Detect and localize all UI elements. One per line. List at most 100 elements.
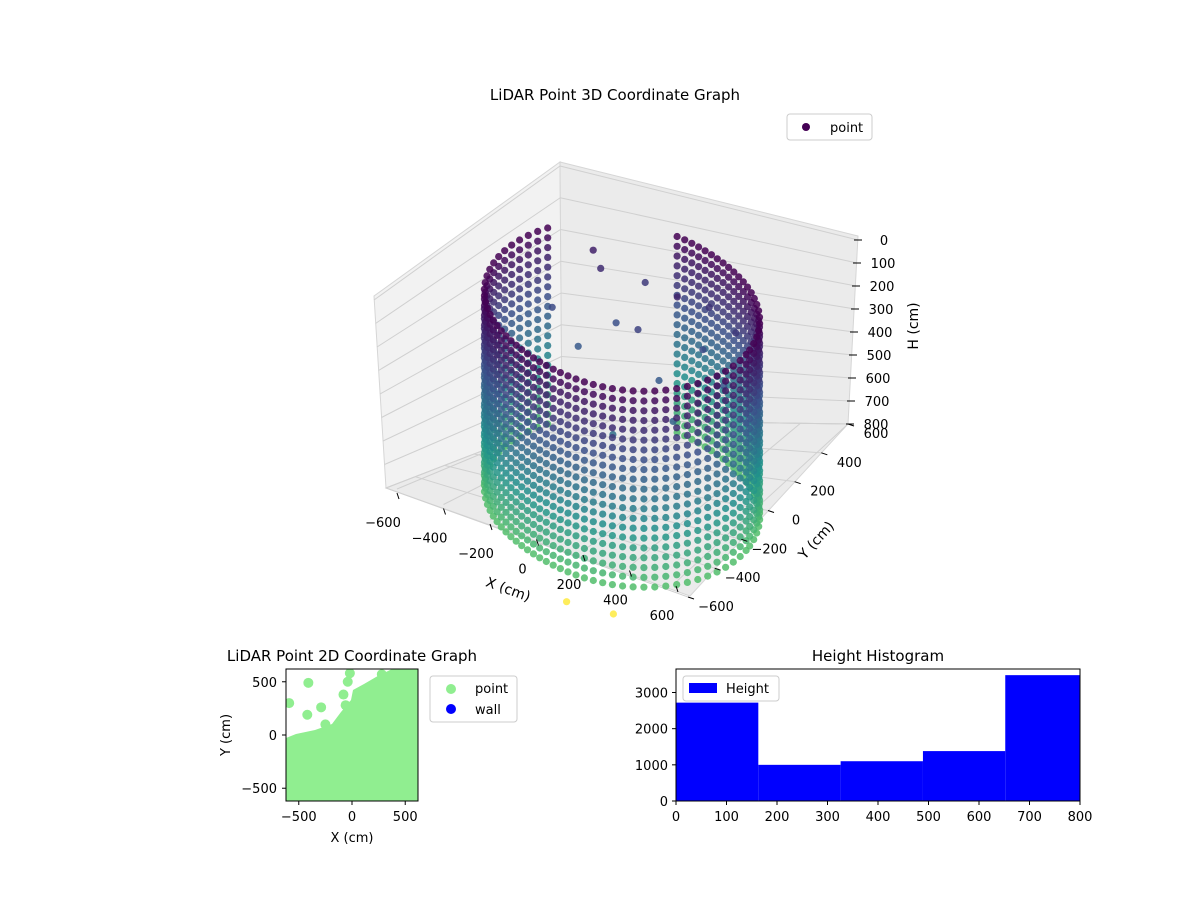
point-2d xyxy=(316,702,327,713)
lidar-point xyxy=(518,395,526,403)
lidar-point xyxy=(501,256,509,265)
lidar-point xyxy=(580,397,589,406)
lidar-point xyxy=(651,524,659,532)
lidar-point xyxy=(695,370,703,378)
lidar-point xyxy=(713,490,721,498)
y-tick-label: 0 xyxy=(792,514,800,529)
lidar-point xyxy=(725,352,733,360)
lidar-point xyxy=(580,515,589,523)
lidar-point xyxy=(736,396,744,404)
lidar-point xyxy=(688,308,696,316)
lidar-point xyxy=(673,414,681,422)
lidar-point xyxy=(736,523,744,531)
lidar-point xyxy=(518,493,526,501)
lidar-point xyxy=(608,571,617,579)
lidar-point xyxy=(722,495,730,503)
lidar-point xyxy=(529,442,538,450)
z-gridline xyxy=(560,197,858,264)
x-tick-mark xyxy=(582,554,586,562)
lidar-point xyxy=(681,285,689,293)
lidar-point xyxy=(725,303,733,311)
lidar-point xyxy=(753,300,761,309)
lidar-point xyxy=(599,392,607,401)
chart-3d: LiDAR Point 3D Coordinate Graph −600 −400… xyxy=(365,86,922,624)
z-gridline xyxy=(560,292,855,333)
lidar-point xyxy=(651,436,659,444)
lidar-point xyxy=(542,381,550,389)
lidar-point xyxy=(512,439,520,447)
lidar-point xyxy=(704,513,712,521)
lidar-point xyxy=(640,446,648,454)
lidar-point xyxy=(730,337,738,345)
lidar-point xyxy=(529,422,538,431)
lidar-point xyxy=(713,353,721,361)
lidar-point xyxy=(704,454,712,463)
lidar-point xyxy=(556,369,565,377)
lidar-point xyxy=(713,314,721,322)
lidar-point xyxy=(508,251,516,259)
lidar-point xyxy=(673,581,681,589)
lidar-point xyxy=(536,446,544,454)
lidar-point xyxy=(518,453,526,461)
lidar-point xyxy=(599,441,607,450)
lidar-point xyxy=(651,583,659,591)
lidar-point xyxy=(742,458,750,466)
lidar-point xyxy=(572,385,580,393)
lidar-point xyxy=(524,231,532,239)
lidar-point xyxy=(536,436,544,444)
lidar-point xyxy=(608,443,617,451)
lidar-point xyxy=(502,479,510,487)
lidar-point xyxy=(655,376,663,385)
lidar-point xyxy=(542,518,550,526)
lidar-point xyxy=(704,494,712,502)
lidar-point xyxy=(549,414,557,422)
lidar-point xyxy=(681,353,689,361)
lidar-point xyxy=(564,489,572,498)
lidar-point xyxy=(564,460,572,468)
lidar-point xyxy=(589,449,597,457)
lidar-point xyxy=(512,518,520,526)
lidar-point xyxy=(742,517,750,525)
lidar-point xyxy=(608,414,617,422)
chart-histogram: Height Histogram 0 100 200 300 400 500 600 700 8… xyxy=(635,647,1093,825)
lidar-point xyxy=(516,285,524,293)
lidar-point xyxy=(730,317,738,325)
z-gridline xyxy=(376,229,561,348)
lidar-point xyxy=(701,286,709,294)
lidar-point xyxy=(722,534,730,542)
lidar-point xyxy=(725,342,733,350)
lidar-point xyxy=(683,490,692,498)
lidar-point xyxy=(507,337,515,345)
lidar-point xyxy=(549,493,557,501)
lidar-point xyxy=(501,305,509,314)
hist-y-tick-label: 1000 xyxy=(635,759,668,774)
lidar-point xyxy=(580,544,589,553)
lidar-point xyxy=(695,351,703,359)
lidar-point xyxy=(493,361,501,369)
lidar-point xyxy=(507,444,515,453)
lidar-point xyxy=(524,300,532,308)
lidar-point xyxy=(662,582,670,590)
lidar-point xyxy=(640,505,648,513)
hist-x-tick-label: 500 xyxy=(916,810,941,825)
x-axis-label-3d: X (cm) xyxy=(484,575,533,606)
lidar-point xyxy=(742,527,750,535)
lidar-point xyxy=(589,518,597,526)
lidar-point xyxy=(536,397,544,405)
lidar-point xyxy=(619,464,627,472)
lidar-point xyxy=(695,243,703,251)
lidar-point xyxy=(542,548,550,556)
lidar-point xyxy=(542,508,550,517)
lidar-point xyxy=(518,522,526,530)
y-tick-label: −400 xyxy=(725,571,761,586)
lidar-point xyxy=(536,377,544,385)
lidar-point xyxy=(516,324,524,332)
lidar-point xyxy=(673,262,681,270)
lidar-point xyxy=(694,409,702,417)
lidar-point xyxy=(589,576,597,585)
lidar-point xyxy=(673,453,681,461)
lidar-point xyxy=(694,468,702,476)
z-tick-label: 700 xyxy=(865,395,890,410)
legend-2d-point-label: point xyxy=(475,682,508,697)
lidar-point xyxy=(608,394,617,402)
